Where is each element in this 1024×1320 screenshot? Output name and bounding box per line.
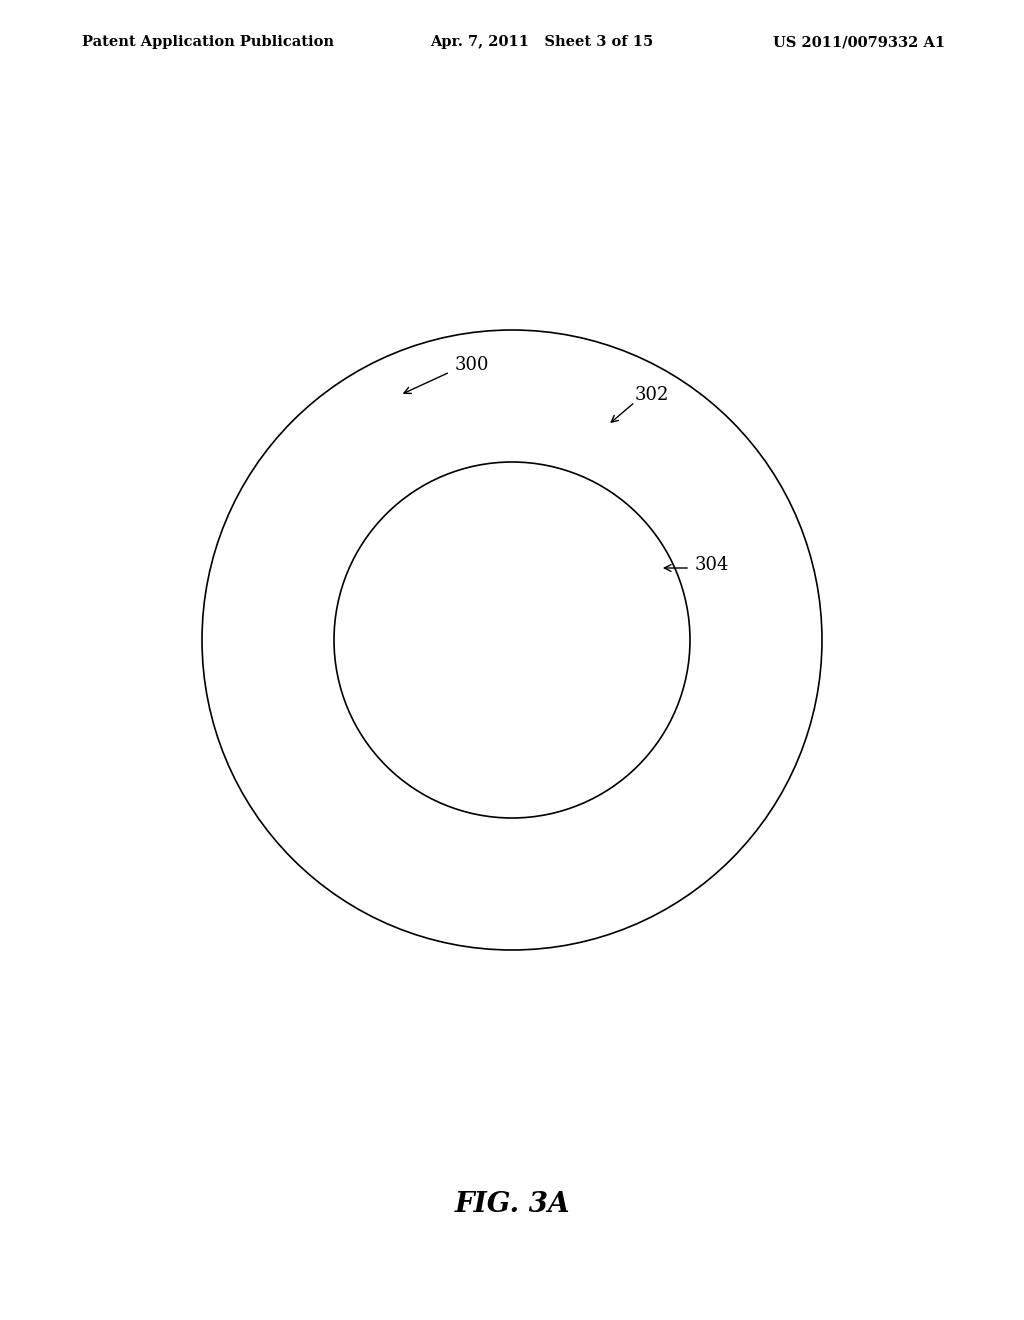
Text: 300: 300 — [455, 356, 489, 374]
Text: US 2011/0079332 A1: US 2011/0079332 A1 — [773, 36, 945, 49]
Text: 304: 304 — [695, 556, 729, 574]
Text: Apr. 7, 2011   Sheet 3 of 15: Apr. 7, 2011 Sheet 3 of 15 — [430, 36, 653, 49]
Text: 302: 302 — [635, 385, 670, 404]
Text: FIG. 3A: FIG. 3A — [455, 1192, 569, 1218]
Text: Patent Application Publication: Patent Application Publication — [82, 36, 334, 49]
